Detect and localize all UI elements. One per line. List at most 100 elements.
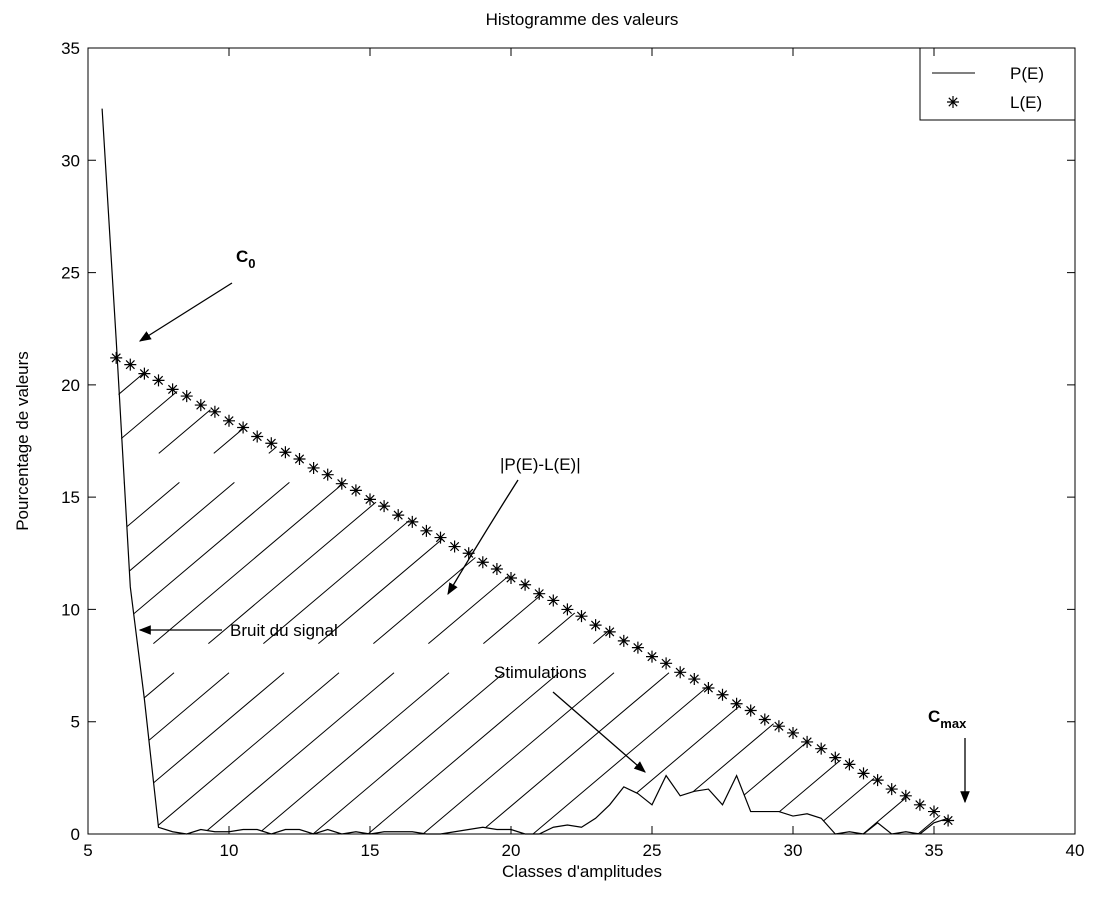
star-marker <box>660 657 673 670</box>
legend-label: L(E) <box>1010 93 1042 112</box>
star-marker <box>279 446 292 459</box>
hatch-line <box>147 357 949 834</box>
star-marker <box>152 374 165 387</box>
y-tick-label: 35 <box>61 39 80 58</box>
y-tick-label: 15 <box>61 488 80 507</box>
legend-box <box>919 47 1076 121</box>
star-marker <box>490 563 503 576</box>
star-marker <box>885 783 898 796</box>
star-marker <box>138 367 151 380</box>
star-marker <box>603 625 616 638</box>
legend-label: P(E) <box>1010 64 1044 83</box>
plot-area <box>87 47 1076 835</box>
star-marker <box>321 468 334 481</box>
legend: P(E) L(E) <box>919 47 1076 121</box>
star-marker <box>180 390 193 403</box>
hatch-line <box>367 357 949 834</box>
star-marker <box>758 713 771 726</box>
star-marker <box>194 399 207 412</box>
hatch-line <box>312 357 949 834</box>
x-tick-label: 10 <box>220 841 239 860</box>
star-marker <box>787 726 799 739</box>
star-marker <box>942 814 955 827</box>
hatch-line <box>587 357 949 834</box>
star-marker <box>899 789 912 802</box>
star-marker <box>730 697 743 710</box>
star-marker <box>871 774 884 787</box>
star-marker <box>208 405 221 418</box>
star-marker <box>617 634 630 647</box>
y-axis-label: Pourcentage de valeurs <box>13 351 32 531</box>
star-marker <box>519 578 532 591</box>
star-marker <box>744 704 757 717</box>
hatch-line <box>532 357 949 834</box>
y-tick-label: 5 <box>71 713 80 732</box>
star-marker <box>448 540 461 553</box>
star-marker <box>702 682 715 695</box>
star-marker <box>223 414 235 427</box>
y-tick-label: 0 <box>71 825 80 844</box>
star-marker <box>364 493 376 506</box>
y-tick-label: 10 <box>61 600 80 619</box>
star-marker <box>688 673 701 686</box>
line <box>101 108 949 835</box>
star-marker <box>378 500 391 513</box>
hatch-line <box>1083 74 1103 834</box>
star-marker <box>265 437 278 450</box>
arrow <box>138 282 233 342</box>
star-marker <box>420 524 433 537</box>
hatch-line <box>422 357 949 834</box>
arrow <box>552 691 646 773</box>
arrow <box>447 479 519 596</box>
star-marker <box>561 603 574 616</box>
star-marker <box>716 688 729 701</box>
star-marker <box>575 610 588 623</box>
x-tick-label: 30 <box>784 841 803 860</box>
star-marker <box>505 571 517 584</box>
star-marker <box>674 666 687 679</box>
star-marker <box>646 650 658 663</box>
star-marker <box>124 358 137 371</box>
star-marker <box>462 547 475 560</box>
star-marker <box>801 735 814 748</box>
x-tick-label: 35 <box>925 841 944 860</box>
star-marker <box>237 421 250 434</box>
y-tick-label: 20 <box>61 376 80 395</box>
annotation: C0 <box>236 247 256 271</box>
y-tick-label: 30 <box>61 151 80 170</box>
star-marker <box>476 556 489 569</box>
x-tick-label: 25 <box>643 841 662 860</box>
star-marker <box>434 531 447 544</box>
star-marker <box>110 351 123 364</box>
star-marker <box>335 477 348 490</box>
star-marker <box>166 383 179 396</box>
hatch-line <box>477 357 949 834</box>
star-marker <box>928 805 940 818</box>
star-marker <box>631 641 644 654</box>
annotation: Stimulations <box>494 663 587 682</box>
legend-star <box>947 96 959 108</box>
star-marker <box>392 509 405 522</box>
star-marker <box>772 720 785 733</box>
hatch-line <box>202 357 949 834</box>
star-marker <box>589 619 602 632</box>
star-marker <box>547 594 560 607</box>
x-tick-label: 20 <box>502 841 521 860</box>
hatch-line <box>257 357 949 834</box>
star-marker <box>293 452 306 465</box>
star-marker <box>913 798 926 811</box>
annotation: |P(E)-L(E)| <box>500 455 581 474</box>
star-marker <box>251 430 264 443</box>
chart-title: Histogramme des valeurs <box>486 10 679 29</box>
star-marker <box>533 587 546 600</box>
star-marker <box>406 515 419 528</box>
star-marker <box>829 751 842 764</box>
annotations: C0 |P(E)-L(E)| Bruit du signal Stimulati… <box>138 247 970 804</box>
star-marker <box>815 742 828 755</box>
hatch-line <box>116 357 939 834</box>
star-marker <box>843 758 856 771</box>
star-marker <box>857 767 870 780</box>
annotation: Cmax <box>928 707 967 731</box>
hatch-line <box>116 357 949 834</box>
